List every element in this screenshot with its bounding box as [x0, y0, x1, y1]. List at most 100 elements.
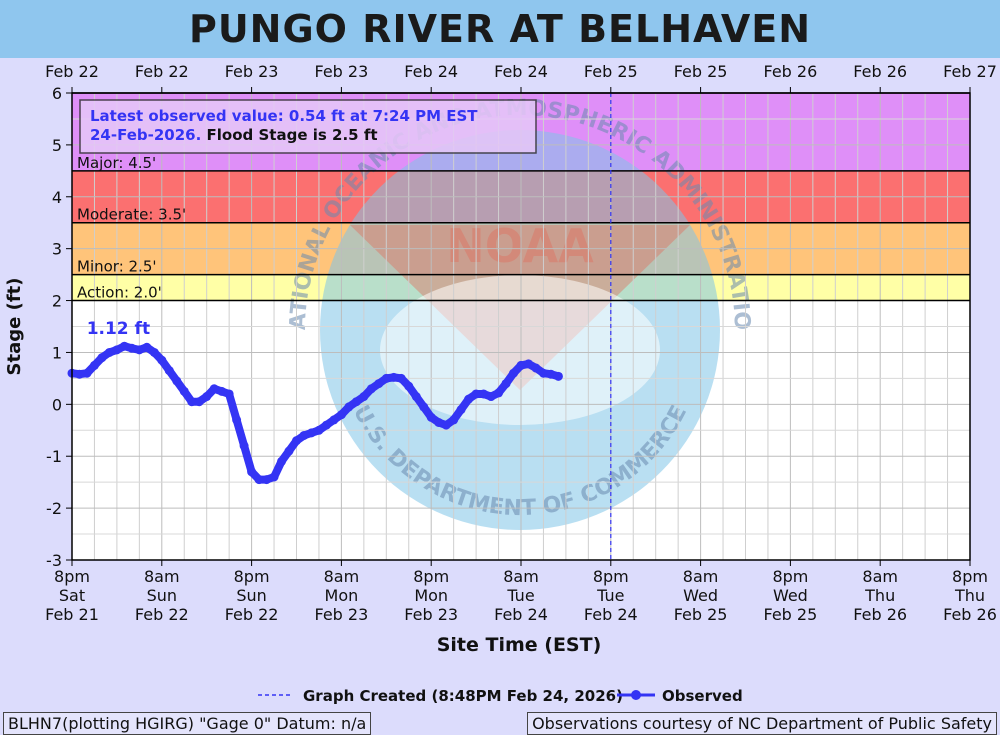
x-tick-label: Feb 22: [225, 605, 279, 624]
observed-point: [509, 368, 519, 378]
y-tick-label: -3: [46, 551, 62, 570]
y-tick-label: 2: [52, 292, 62, 311]
x-tick-label: Mon: [325, 586, 359, 605]
observed-point: [209, 384, 219, 394]
x-tick-label: Sun: [147, 586, 177, 605]
x-tick-label: Thu: [954, 586, 985, 605]
y-tick-label: 1: [52, 343, 62, 362]
hydrograph-chart: NOAANATIONAL OCEANIC AND ATMOSPHERIC ADM…: [0, 0, 997, 705]
y-tick-label: 0: [52, 395, 62, 414]
observed-point: [74, 369, 84, 379]
x-tick-label: Feb 25: [674, 605, 728, 624]
observed-point: [426, 412, 436, 422]
y-tick-label: -1: [46, 447, 62, 466]
peak-label: 1.12 ft: [87, 319, 150, 339]
legend-observed-marker: [631, 690, 641, 700]
x-tick-label: Feb 26: [853, 605, 907, 624]
observed-point: [516, 360, 526, 370]
observed-point: [404, 381, 414, 391]
info-line2-date: 24-Feb-2026.: [90, 126, 207, 144]
info-line2: 24-Feb-2026. Flood Stage is 2.5 ft: [90, 126, 378, 144]
x-tick-label: Tue: [506, 586, 534, 605]
observed-point: [269, 472, 279, 482]
observed-point: [464, 394, 474, 404]
band-label-minor: Minor: 2.5': [77, 258, 157, 276]
x-tick-label: Tue: [596, 586, 624, 605]
x-tick-label: Sat: [59, 586, 85, 605]
observed-point: [531, 363, 541, 373]
watermark-noaa-text: NOAA: [446, 219, 594, 273]
observed-point: [262, 475, 272, 485]
legend: Graph Created (8:48PM Feb 24, 2026) Obser…: [258, 687, 743, 705]
observed-point: [232, 415, 242, 425]
x-top-tick-label: Feb 22: [135, 62, 189, 81]
observed-point: [97, 353, 107, 363]
observed-point: [359, 392, 369, 402]
observed-point: [306, 428, 316, 438]
grid-lines: [71, 92, 971, 561]
observed-point: [546, 369, 556, 379]
x-top-tick-label: Feb 22: [45, 62, 99, 81]
observed-point: [553, 371, 563, 381]
observed-point: [434, 417, 444, 427]
observed-point: [389, 372, 399, 382]
x-tick-label: 8am: [324, 567, 360, 586]
x-axis-title: Site Time (EST): [437, 634, 602, 656]
x-tick-label: Feb 23: [404, 605, 458, 624]
observed-point: [538, 368, 548, 378]
x-tick-label: 8am: [144, 567, 180, 586]
x-tick-label: 8pm: [593, 567, 629, 586]
observed-point: [396, 373, 406, 383]
x-tick-label: Feb 23: [315, 605, 369, 624]
observed-point: [164, 366, 174, 376]
observed-point: [441, 420, 451, 430]
observed-point: [351, 397, 361, 407]
x-tick-label: Sun: [236, 586, 266, 605]
x-tick-label: Feb 26: [943, 605, 997, 624]
observed-point: [224, 389, 234, 399]
observed-point: [157, 355, 167, 365]
band-label-action: Action: 2.0': [77, 284, 162, 302]
observed-point: [321, 420, 331, 430]
x-tick-label: 8am: [503, 567, 539, 586]
observed-point: [456, 405, 466, 415]
x-tick-label: 8pm: [54, 567, 90, 586]
x-tick-label: 8pm: [952, 567, 988, 586]
x-tick-label: Wed: [773, 586, 808, 605]
observed-point: [314, 425, 324, 435]
band-label-moderate: Moderate: 3.5': [77, 206, 186, 224]
info-box: Latest observed value: 0.54 ft at 7:24 P…: [79, 99, 537, 154]
observed-point: [142, 342, 152, 352]
info-line2-flood-stage: Flood Stage is 2.5 ft: [207, 126, 378, 144]
observed-point: [179, 386, 189, 396]
observed-point: [134, 345, 144, 355]
footer-datum: BLHN7(plotting HGIRG) "Gage 0" Datum: n/…: [3, 712, 372, 735]
x-tick-label: Mon: [414, 586, 448, 605]
legend-observed-label: Observed: [662, 687, 743, 705]
observed-point: [449, 415, 459, 425]
observed-point: [344, 402, 354, 412]
observed-point: [187, 397, 197, 407]
x-tick-label: Feb 24: [494, 605, 548, 624]
observed-point: [202, 392, 212, 402]
observed-series: 1.12 ft: [67, 93, 612, 560]
observed-point: [284, 446, 294, 456]
observed-point: [127, 343, 137, 353]
y-tick-label: 5: [52, 136, 62, 155]
x-tick-label: Feb 21: [45, 605, 99, 624]
observed-point: [523, 359, 533, 369]
y-tick-label: 6: [52, 84, 62, 103]
observed-point: [194, 397, 204, 407]
observed-point: [471, 389, 481, 399]
x-top-tick-label: Feb 23: [315, 62, 369, 81]
x-tick-label: 8am: [683, 567, 719, 586]
observed-point: [411, 392, 421, 402]
observed-point: [419, 402, 429, 412]
y-tick-label: -2: [46, 499, 62, 518]
observed-point: [149, 347, 159, 357]
x-top-tick-label: Feb 25: [674, 62, 728, 81]
info-box-frame: [79, 99, 537, 154]
x-top-tick-label: Feb 24: [404, 62, 458, 81]
observed-point: [247, 467, 257, 477]
legend-created-label: Graph Created (8:48PM Feb 24, 2026): [303, 687, 623, 705]
